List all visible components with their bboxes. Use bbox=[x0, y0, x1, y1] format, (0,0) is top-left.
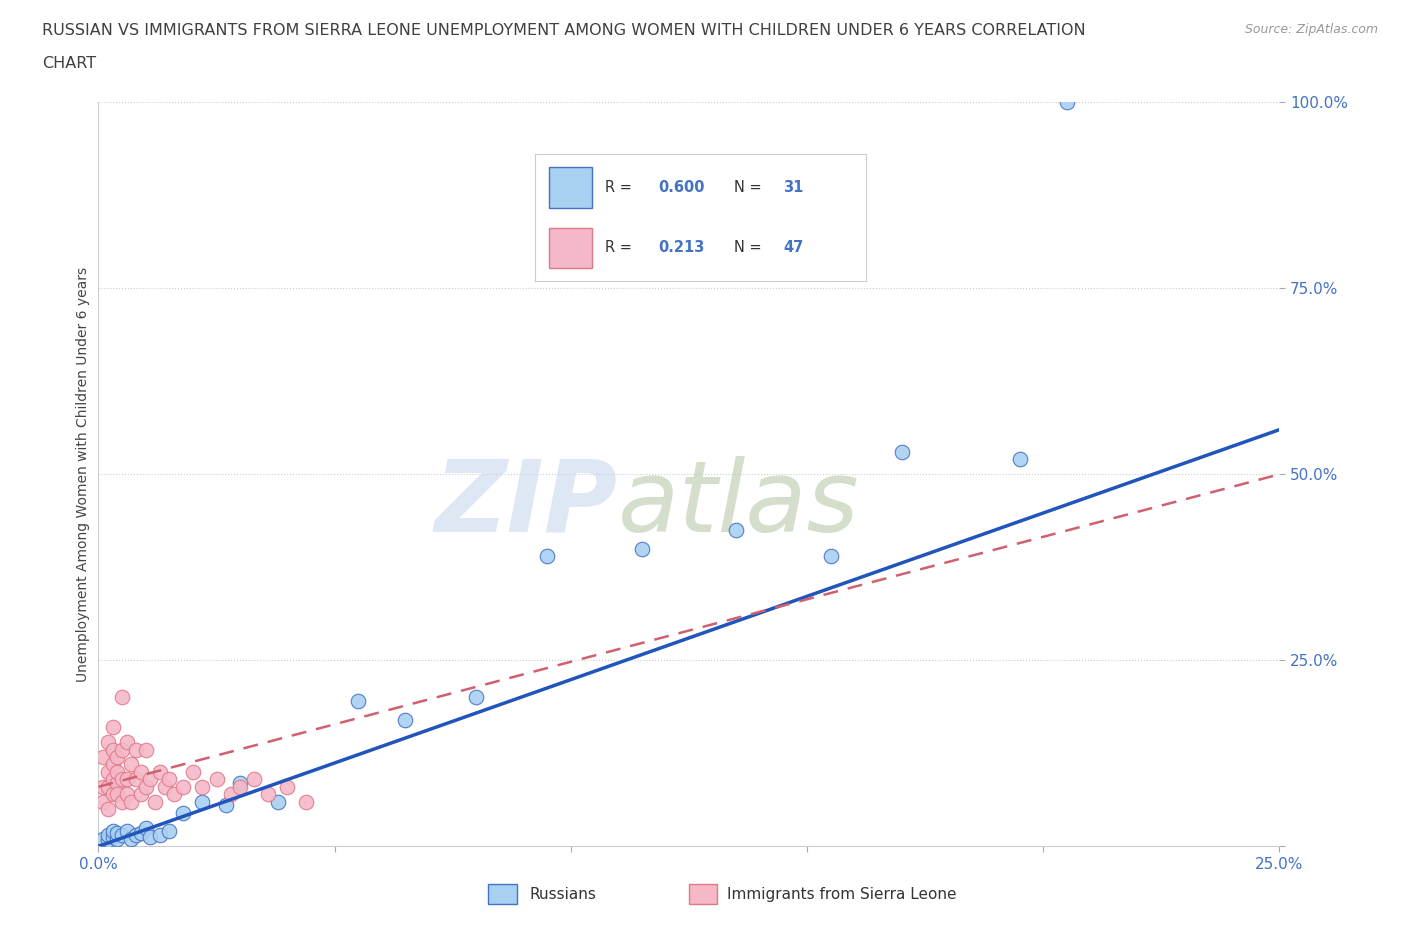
Point bbox=[536, 549, 558, 564]
Point bbox=[129, 826, 152, 841]
Point bbox=[135, 820, 157, 835]
Point bbox=[394, 712, 416, 727]
Point bbox=[465, 690, 488, 705]
Point bbox=[890, 445, 912, 459]
Point bbox=[157, 824, 180, 839]
Point bbox=[111, 742, 134, 757]
Point bbox=[172, 805, 194, 820]
Point bbox=[149, 828, 172, 843]
Point bbox=[111, 828, 134, 843]
Point bbox=[97, 779, 120, 794]
Point bbox=[101, 757, 124, 772]
Point bbox=[97, 828, 120, 843]
Point bbox=[91, 750, 114, 764]
Point bbox=[129, 787, 152, 802]
Point bbox=[163, 787, 186, 802]
Point bbox=[191, 779, 214, 794]
Point bbox=[181, 764, 204, 779]
Point bbox=[157, 772, 180, 787]
Point bbox=[820, 549, 842, 564]
Point bbox=[105, 776, 128, 790]
Point bbox=[205, 772, 228, 787]
Point bbox=[111, 772, 134, 787]
Point bbox=[172, 779, 194, 794]
Point bbox=[97, 833, 120, 848]
Point bbox=[1056, 95, 1078, 110]
Y-axis label: Unemployment Among Women with Children Under 6 years: Unemployment Among Women with Children U… bbox=[76, 267, 90, 682]
Point bbox=[101, 787, 124, 802]
Point bbox=[149, 764, 172, 779]
Point bbox=[105, 831, 128, 846]
Point bbox=[101, 824, 124, 839]
Point bbox=[111, 690, 134, 705]
Bar bbox=[689, 884, 717, 904]
Point bbox=[97, 764, 120, 779]
Point bbox=[121, 794, 143, 809]
Point bbox=[115, 787, 138, 802]
Point bbox=[97, 802, 120, 817]
Point bbox=[125, 772, 148, 787]
Point bbox=[91, 779, 114, 794]
Point bbox=[630, 541, 652, 556]
Point bbox=[135, 742, 157, 757]
Point bbox=[129, 764, 152, 779]
Point bbox=[267, 794, 290, 809]
Point bbox=[139, 830, 162, 844]
Point bbox=[229, 779, 252, 794]
Point bbox=[101, 772, 124, 787]
Bar bbox=[488, 884, 516, 904]
Point bbox=[115, 772, 138, 787]
Point bbox=[139, 772, 162, 787]
Point bbox=[91, 831, 114, 846]
Text: Russians: Russians bbox=[530, 887, 596, 902]
Text: Source: ZipAtlas.com: Source: ZipAtlas.com bbox=[1244, 23, 1378, 36]
Point bbox=[97, 735, 120, 750]
Point bbox=[347, 694, 370, 709]
Point bbox=[105, 826, 128, 841]
Point bbox=[111, 794, 134, 809]
Point bbox=[219, 787, 242, 802]
Point bbox=[135, 779, 157, 794]
Point bbox=[276, 779, 298, 794]
Text: ZIP: ZIP bbox=[434, 456, 619, 552]
Point bbox=[725, 523, 748, 538]
Point bbox=[91, 794, 114, 809]
Point bbox=[1008, 452, 1031, 467]
Text: RUSSIAN VS IMMIGRANTS FROM SIERRA LEONE UNEMPLOYMENT AMONG WOMEN WITH CHILDREN U: RUSSIAN VS IMMIGRANTS FROM SIERRA LEONE … bbox=[42, 23, 1085, 38]
Point bbox=[121, 757, 143, 772]
Point bbox=[101, 742, 124, 757]
Point bbox=[105, 750, 128, 764]
Text: Immigrants from Sierra Leone: Immigrants from Sierra Leone bbox=[727, 887, 956, 902]
Point bbox=[115, 735, 138, 750]
Point bbox=[243, 772, 266, 787]
Point bbox=[125, 828, 148, 843]
Point bbox=[105, 787, 128, 802]
Point bbox=[115, 824, 138, 839]
Point bbox=[191, 794, 214, 809]
Text: CHART: CHART bbox=[42, 56, 96, 71]
Point bbox=[153, 779, 176, 794]
Text: atlas: atlas bbox=[619, 456, 859, 552]
Point bbox=[143, 794, 166, 809]
Point bbox=[101, 830, 124, 844]
Point bbox=[125, 742, 148, 757]
Point bbox=[121, 831, 143, 846]
Point bbox=[257, 787, 280, 802]
Point bbox=[215, 798, 238, 813]
Point bbox=[295, 794, 318, 809]
Point bbox=[101, 720, 124, 735]
Point bbox=[229, 776, 252, 790]
Point bbox=[105, 764, 128, 779]
